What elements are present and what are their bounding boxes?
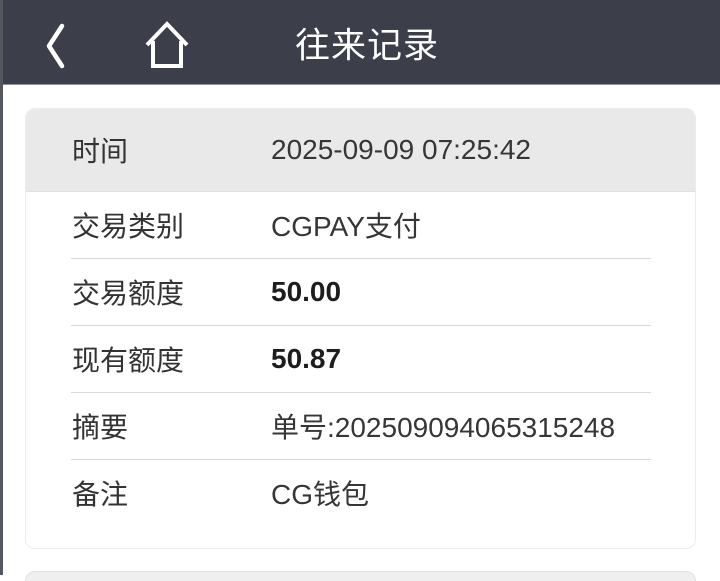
header: 往来记录 (0, 0, 720, 85)
row-value: CG钱包 (271, 479, 370, 510)
transaction-detail-card: 时间 2025-09-09 07:25:42 交易类别 CGPAY支付 交易额度… (25, 108, 696, 549)
row-summary: 摘要 单号:202509094065315248 (26, 393, 695, 459)
row-transaction-type: 交易类别 CGPAY支付 (26, 192, 695, 258)
row-label: 交易额度 (72, 278, 185, 309)
row-label: 时间 (72, 136, 129, 167)
row-value: CGPAY支付 (271, 211, 421, 242)
row-transaction-amount: 交易额度 50.00 (26, 259, 695, 325)
next-card-peek (25, 571, 696, 581)
home-button[interactable] (140, 18, 194, 70)
row-label: 交易类别 (72, 211, 185, 242)
row-time: 时间 2025-09-09 07:25:42 (26, 109, 695, 192)
row-separator (71, 459, 651, 460)
row-separator (71, 325, 651, 326)
row-label: 备注 (72, 479, 129, 510)
back-button[interactable] (40, 20, 70, 72)
row-separator (71, 258, 651, 259)
row-current-balance: 现有额度 50.87 (26, 326, 695, 392)
row-note: 备注 CG钱包 (26, 460, 695, 526)
page-title: 往来记录 (294, 26, 440, 66)
row-separator (71, 392, 651, 393)
home-icon (140, 21, 194, 73)
row-value: 2025-09-09 07:25:42 (271, 134, 531, 165)
chevron-left-icon (40, 23, 70, 75)
row-label: 现有额度 (72, 345, 185, 376)
row-value: 50.87 (271, 343, 342, 374)
row-value: 50.00 (271, 276, 342, 307)
left-edge-line (0, 0, 3, 575)
row-label: 摘要 (72, 412, 129, 443)
row-value: 单号:202509094065315248 (271, 412, 616, 443)
